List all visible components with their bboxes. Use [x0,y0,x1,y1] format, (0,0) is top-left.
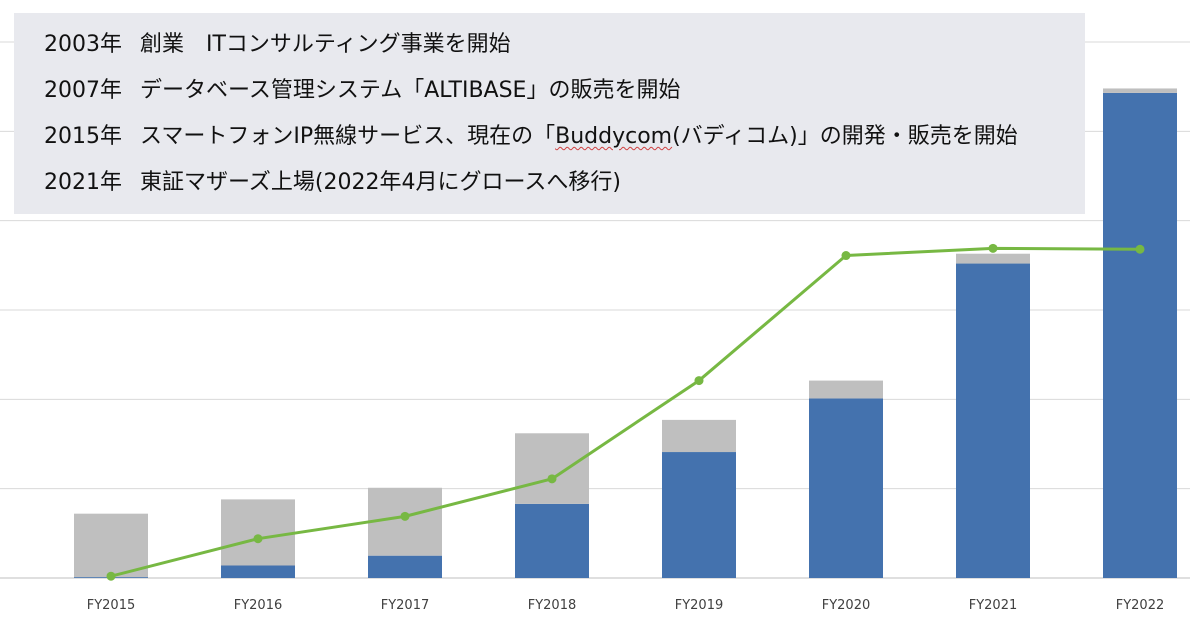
bar-segment-primary [1103,92,1177,579]
line-point [547,474,557,484]
x-tick-label: FY2021 [969,598,1018,613]
history-year: 2021年 [44,170,122,195]
history-year: 2015年 [44,124,122,149]
history-text: スマートフォンIP無線サービス、現在の「Buddycom(バディコム)」の開発・… [140,118,1018,150]
line-point [988,243,998,253]
line-point [841,251,851,261]
bar-segment-secondary [368,487,442,556]
line-series [106,243,1145,581]
history-row-2007: 2007年 データベース管理システム「ALTIBASE」の販売を開始 [44,72,1085,118]
x-tick-label: FY2018 [528,598,577,613]
bar-segment-secondary [1103,88,1177,93]
line-point [1135,244,1145,254]
buddycom-product-name: Buddycom [555,124,673,149]
history-row-2021: 2021年 東証マザーズ上場(2022年4月にグロースへ移行) [44,164,1085,210]
x-tick-label: FY2015 [87,598,136,613]
bar-segment-primary [662,452,736,578]
x-tick-label: FY2020 [822,598,871,613]
bars [74,88,1177,579]
bar-segment-primary [221,565,295,578]
history-year: 2003年 [44,32,122,57]
history-row-2015: 2015年 スマートフォンIP無線サービス、現在の「Buddycom(バディコム… [44,118,1085,164]
bar-segment-primary [956,263,1030,578]
company-history-box: 2003年 創業 ITコンサルティング事業を開始 2007年 データベース管理シ… [14,13,1085,214]
x-tick-label: FY2019 [675,598,724,613]
x-tick-label: FY2022 [1116,598,1165,613]
history-text: データベース管理システム「ALTIBASE」の販売を開始 [140,78,681,103]
history-year: 2007年 [44,78,122,103]
history-row-2003: 2003年 創業 ITコンサルティング事業を開始 [44,26,1085,72]
line-point [253,534,263,544]
bar-segment-secondary [221,499,295,566]
bar-segment-secondary [956,253,1030,264]
bar-segment-secondary [515,433,589,504]
bar-segment-secondary [809,380,883,399]
bar-segment-primary [515,503,589,578]
bar-segment-secondary [74,513,148,578]
line-point [400,511,410,521]
bar-segment-primary [368,555,442,578]
history-text-before: スマートフォンIP無線サービス、現在の「 [140,124,556,149]
line-path [110,246,1141,578]
bar-segment-primary [809,398,883,578]
x-tick-label: FY2016 [234,598,283,613]
bar-segment-secondary [662,419,736,453]
line-point [106,571,116,581]
line-point [694,376,704,386]
history-text-after: (バディコム)」の開発・販売を開始 [672,124,1018,149]
history-text: 創業 ITコンサルティング事業を開始 [140,32,511,57]
history-text: 東証マザーズ上場(2022年4月にグロースへ移行) [140,170,621,195]
x-tick-labels: FY2015 FY2016 FY2017 FY2018 FY2019 FY2020 FY20… [87,598,1165,613]
x-tick-label: FY2017 [381,598,430,613]
